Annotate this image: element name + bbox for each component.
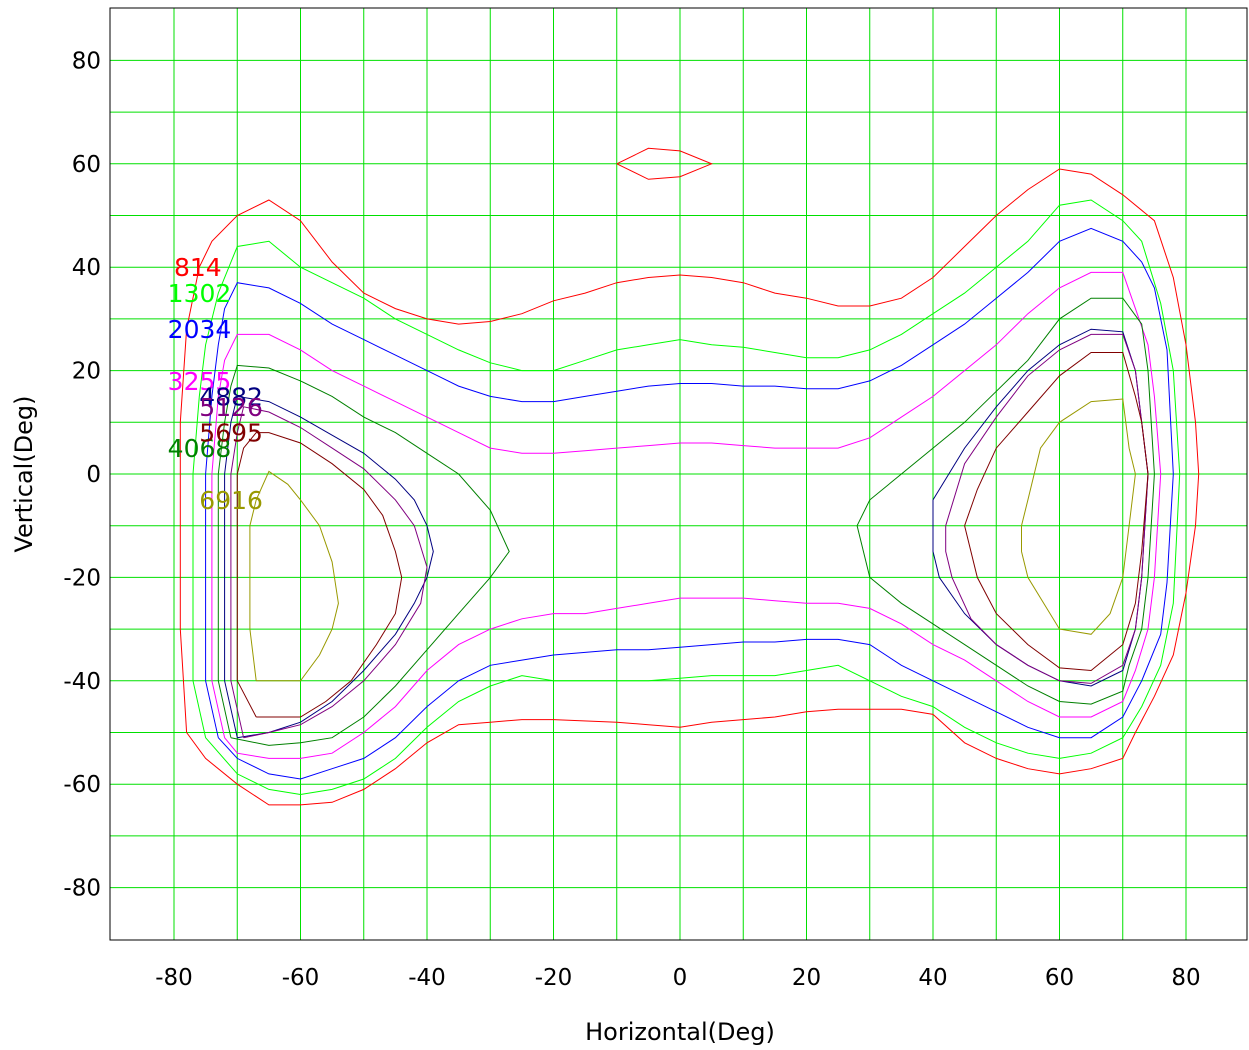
y-tick-label: 60 <box>72 152 101 178</box>
y-axis-ticks: 80 60 40 20 0 -20 -40 -60 -80 <box>63 48 101 901</box>
contour-level-label: 1302 <box>168 279 232 308</box>
x-tick-label: 80 <box>1171 965 1200 991</box>
x-tick-label: 20 <box>792 965 821 991</box>
y-tick-label: 40 <box>72 255 101 281</box>
x-tick-label: -40 <box>408 965 446 991</box>
x-axis-ticks: -80 -60 -40 -20 0 20 40 60 80 <box>155 965 1200 991</box>
contour-level-label: 4882 <box>199 382 263 411</box>
contour-level-label: 814 <box>174 253 222 282</box>
contour-level-label: 6916 <box>199 486 263 515</box>
contour-level-label: 2034 <box>168 315 232 344</box>
contour-level-label: 4068 <box>168 434 232 463</box>
y-tick-label: -40 <box>63 669 101 695</box>
x-tick-label: 60 <box>1045 965 1074 991</box>
grid <box>110 8 1247 940</box>
y-tick-label: 80 <box>72 48 101 74</box>
x-tick-label: -80 <box>155 965 193 991</box>
x-tick-label: 0 <box>673 965 688 991</box>
contour-line-6916 <box>1021 398 1136 635</box>
contour-level-label: 5126 <box>199 393 263 422</box>
x-tick-label: 40 <box>918 965 947 991</box>
contour-lines <box>179 147 1200 806</box>
y-tick-label: 0 <box>86 462 101 488</box>
contour-line-3255 <box>211 271 1162 759</box>
y-tick-label: 20 <box>72 359 101 385</box>
y-tick-label: -20 <box>63 565 101 591</box>
x-tick-label: -20 <box>535 965 573 991</box>
contour-line-2034 <box>205 227 1174 780</box>
contour-line-5695 <box>236 432 403 718</box>
plot-frame <box>109 7 1248 941</box>
y-tick-label: -80 <box>63 876 101 902</box>
contour-line-1302 <box>192 199 1181 796</box>
x-tick-label: -60 <box>282 965 320 991</box>
contour-line-4882 <box>932 328 1149 687</box>
contour-line-4068 <box>217 364 510 746</box>
y-tick-label: -60 <box>63 772 101 798</box>
x-axis-label: Horizontal(Deg) <box>585 1018 775 1046</box>
contour-line-6916 <box>249 470 339 682</box>
contour-line-814 <box>179 168 1200 806</box>
y-axis-label: Vertical(Deg) <box>10 395 38 552</box>
contour-line-814 <box>616 147 713 180</box>
contour-level-label: 5695 <box>199 419 263 448</box>
contour-line-5126 <box>230 406 428 739</box>
contour-line-4882 <box>224 395 434 739</box>
contour-line-5126 <box>945 333 1149 684</box>
contour-level-label: 3255 <box>168 367 232 396</box>
contour-line-4068 <box>856 297 1155 705</box>
contour-line-5695 <box>964 352 1149 672</box>
